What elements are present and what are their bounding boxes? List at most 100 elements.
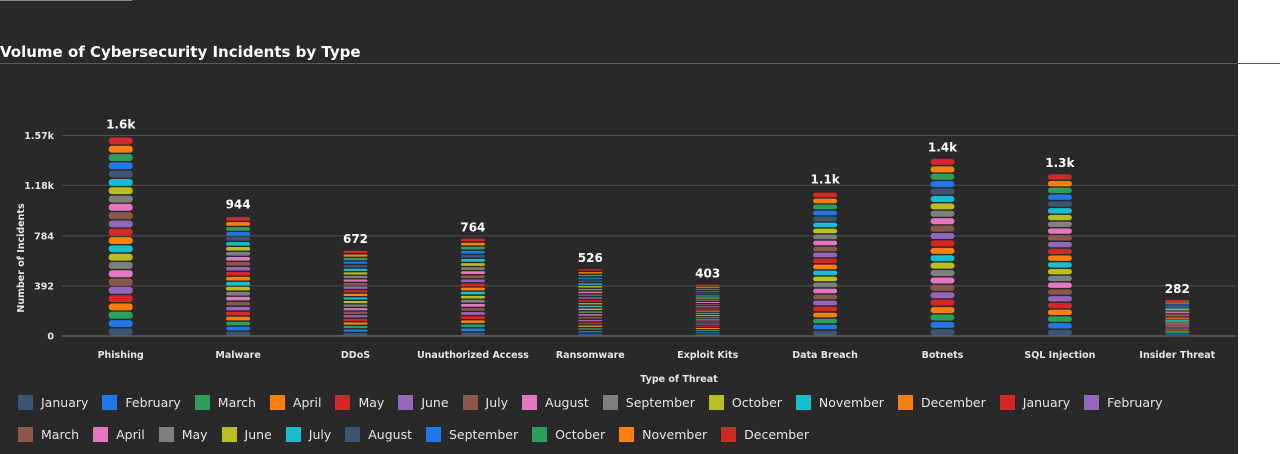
bar-segment: [343, 250, 368, 254]
legend-item[interactable]: July: [462, 392, 508, 412]
bar-segment: [226, 286, 251, 291]
bar-segment: [343, 261, 368, 264]
legend-swatch: [721, 426, 737, 442]
bar-segment: [343, 315, 368, 318]
legend-item[interactable]: September: [426, 424, 518, 444]
bar-segment: [1165, 302, 1190, 304]
legend-item[interactable]: November: [619, 424, 707, 444]
bar-segment: [578, 333, 603, 336]
bar-segment: [108, 137, 133, 145]
legend-swatch: [897, 394, 913, 410]
legend-item[interactable]: April: [93, 424, 145, 444]
legend-item[interactable]: March: [18, 424, 79, 444]
bar-segment: [813, 282, 838, 288]
legend-item[interactable]: April: [269, 392, 321, 412]
legend-item[interactable]: December: [897, 392, 986, 412]
bar-segment: [1047, 316, 1072, 322]
bar-segment: [108, 303, 133, 311]
bar-segment: [108, 145, 133, 153]
bar-segment: [460, 283, 485, 287]
bar-segment: [343, 258, 368, 261]
x-tick-label: Exploit Kits: [677, 350, 738, 361]
legend-item[interactable]: December: [721, 424, 809, 444]
bar-segment: [930, 307, 955, 314]
bar-segment: [226, 252, 251, 256]
legend-swatch: [18, 426, 33, 442]
legend-item[interactable]: July: [285, 424, 331, 444]
bar-segment: [578, 305, 603, 308]
bar-segment: [1047, 269, 1072, 275]
legend-item[interactable]: June: [221, 424, 272, 444]
legend-label: October: [555, 426, 606, 442]
bar-segment: [1047, 289, 1072, 295]
legend-item[interactable]: June: [398, 392, 449, 412]
bar-segment: [813, 192, 838, 198]
y-tick-label: 1.57k: [24, 131, 54, 142]
bar-segment: [460, 332, 485, 336]
bar-segment: [1047, 329, 1072, 336]
bar-segment: [226, 232, 251, 236]
bar-segment: [343, 286, 368, 289]
bar-segment: [695, 328, 720, 330]
bar-segment: [813, 246, 838, 252]
bar-segment: [930, 284, 955, 291]
legend-label: March: [217, 394, 256, 410]
bar-segment: [930, 292, 955, 299]
bar-segment: [460, 259, 485, 262]
bar-segment: [930, 173, 955, 180]
legend-item[interactable]: October: [708, 392, 782, 412]
bar-segment: [578, 300, 603, 302]
bar-segment: [226, 227, 251, 231]
legend-label: October: [731, 394, 782, 410]
legend-label: March: [41, 426, 80, 442]
bar-segment: [1047, 194, 1072, 200]
bar-segment: [695, 284, 720, 286]
bar-segment: [1047, 296, 1072, 302]
chart-title: Volume of Cybersecurity Incidents by Typ…: [0, 43, 361, 61]
legend-item[interactable]: January: [999, 392, 1070, 412]
legend-item[interactable]: March: [194, 392, 256, 412]
bar-segment: [578, 311, 603, 313]
bar-segment: [226, 222, 251, 226]
bar-segment: [343, 333, 368, 336]
bar-segment: [226, 291, 251, 296]
bar-segment: [460, 299, 485, 303]
legend-item[interactable]: October: [532, 424, 605, 444]
legend-swatch: [194, 394, 210, 410]
legend-swatch: [532, 426, 548, 442]
legend-item[interactable]: May: [335, 392, 384, 412]
bar-segment: [226, 266, 251, 271]
legend-item[interactable]: May: [158, 424, 208, 444]
bar-segment: [813, 240, 838, 246]
legend-item[interactable]: February: [1084, 392, 1163, 412]
bar-segment: [460, 328, 485, 332]
legend-label: June: [244, 426, 272, 442]
bar-segment: [695, 310, 720, 312]
bar-segment: [930, 181, 955, 188]
bar-segment: [343, 304, 368, 307]
bar-segment: [460, 287, 485, 291]
bar-segment: [226, 281, 251, 286]
x-tick-label: Data Breach: [792, 350, 858, 361]
bar-segment: [1165, 327, 1190, 329]
bar-segment: [1165, 332, 1190, 334]
legend-item[interactable]: August: [522, 392, 589, 412]
bar-segment: [108, 237, 133, 244]
legend-swatch: [619, 426, 635, 442]
legend-swatch: [795, 394, 811, 410]
legend-item[interactable]: January: [18, 392, 88, 412]
bar-segment: [108, 286, 133, 294]
bar-segment: [108, 261, 133, 269]
legend-swatch: [335, 394, 351, 410]
bar-segment: [578, 272, 603, 274]
legend-item[interactable]: August: [345, 424, 412, 444]
bar-segment: [930, 225, 955, 232]
legend-item[interactable]: September: [602, 392, 695, 412]
bar-segment: [226, 301, 251, 306]
legend-item[interactable]: November: [795, 392, 884, 412]
legend-item[interactable]: February: [102, 392, 181, 412]
bar-segment: [460, 312, 485, 315]
bar-segment: [930, 210, 955, 217]
bar-segment: [1165, 333, 1190, 335]
bar-segment: [695, 299, 720, 301]
